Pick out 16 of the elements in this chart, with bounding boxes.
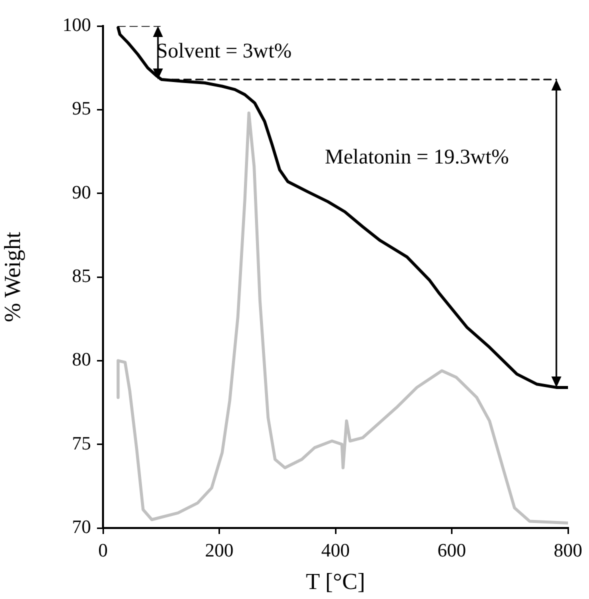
y-tick-label: 80 [72,350,91,371]
annotation: Melatonin = 19.3wt% [324,144,509,169]
y-tick-label: 100 [62,14,91,36]
y-axis-title: % Weight [0,231,25,322]
x-axis-title: T [°C] [306,569,366,594]
x-tick-label: 600 [438,540,466,562]
y-tick-label: 70 [72,516,91,538]
y-tick-label: 90 [72,182,91,204]
x-tick-label: 200 [205,540,234,562]
y-tick-label: 85 [72,266,91,287]
annotation: Solvent = 3wt% [156,38,292,63]
x-tick-label: 800 [554,540,582,562]
y-tick-label: 95 [72,98,91,120]
x-tick-label: 400 [321,540,350,562]
x-tick-label: 0 [98,540,108,562]
y-tick-label: 75 [72,433,91,454]
